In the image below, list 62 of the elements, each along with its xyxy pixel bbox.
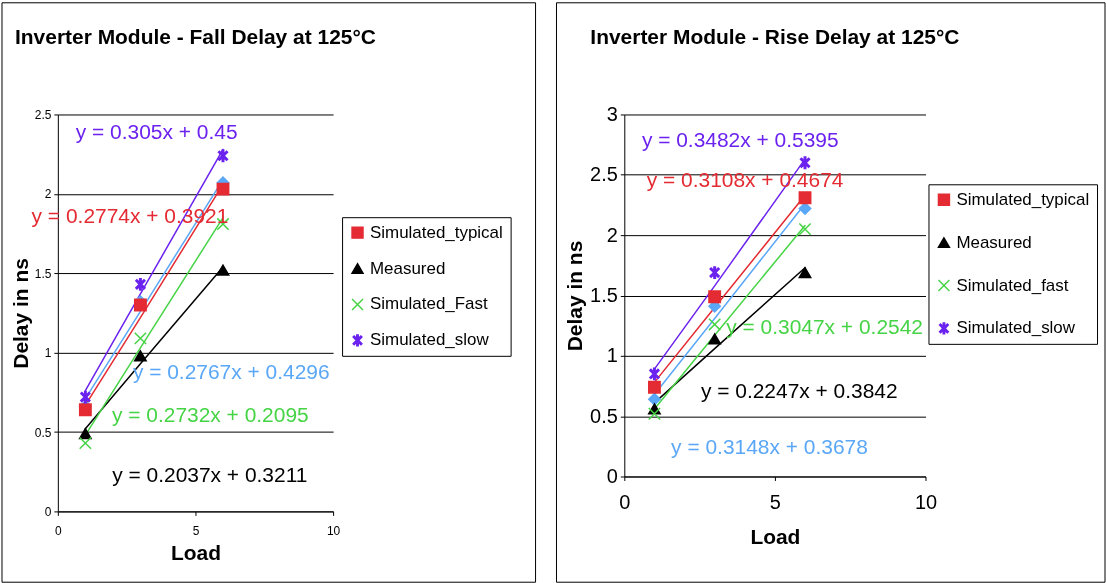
- point: [798, 202, 812, 216]
- point: [216, 264, 230, 276]
- chart-title: Inverter Module - Rise Delay at 125°C: [590, 25, 960, 49]
- y-tick-label: 0: [606, 464, 618, 487]
- x-tick-label: 10: [326, 523, 341, 538]
- point: [708, 333, 722, 345]
- chart-title: Inverter Module - Fall Delay at 125°C: [15, 25, 376, 49]
- point: [135, 277, 146, 291]
- y-tick-label: 3: [606, 102, 618, 125]
- point: [133, 331, 147, 345]
- x-axis-title: Load: [170, 540, 221, 564]
- legend-label: Simulated_Fast: [370, 294, 488, 314]
- y-tick-label: 2.5: [590, 163, 618, 186]
- annotation: y = 0.305x + 0.45: [75, 120, 238, 144]
- point: [133, 350, 147, 362]
- y-tick-label: 1.5: [34, 266, 52, 281]
- legend-label: Simulated_slow: [370, 330, 490, 350]
- point: [708, 290, 722, 304]
- annotation: y = 0.2247x + 0.3842: [700, 379, 898, 403]
- y-tick-label: 0.5: [34, 425, 52, 440]
- x-axis-title: Load: [750, 524, 801, 548]
- annotation: y = 0.3047x + 0.2542: [726, 314, 923, 338]
- legend-label: Measured: [956, 232, 1032, 252]
- point: [649, 367, 660, 381]
- point: [80, 390, 91, 404]
- point: [217, 149, 229, 163]
- y-tick-label: 1: [606, 344, 618, 367]
- y-tick-label: 0.5: [590, 404, 618, 427]
- point: [799, 156, 811, 170]
- y-axis-title: Delay in ns: [563, 240, 587, 352]
- legend-label: Simulated_fast: [956, 275, 1069, 295]
- legend-label: Simulated_slow: [956, 318, 1076, 338]
- x-tick-label: 5: [769, 490, 781, 513]
- point: [798, 266, 812, 279]
- y-tick-label: 2.5: [34, 107, 52, 122]
- x-tick-label: 10: [914, 490, 938, 513]
- point: [647, 380, 661, 394]
- legend-label: Simulated_typical: [370, 222, 503, 242]
- point: [78, 436, 92, 450]
- point: [798, 222, 812, 236]
- point: [647, 392, 661, 406]
- annotation: y = 0.2732x + 0.2095: [111, 402, 309, 426]
- legend-label: Simulated_typical: [956, 189, 1090, 209]
- annotation: y = 0.2037x + 0.3211: [112, 463, 308, 487]
- y-tick-label: 2: [606, 223, 618, 246]
- legend-label: Measured: [370, 258, 446, 278]
- x-tick-label: 5: [192, 523, 200, 538]
- annotation: y = 0.3148x + 0.3678: [671, 435, 868, 459]
- x-tick-label: 0: [55, 523, 63, 538]
- y-axis-title: Delay in ns: [8, 258, 32, 369]
- y-tick-label: 2: [44, 187, 52, 202]
- point: [709, 266, 720, 279]
- point: [78, 427, 92, 440]
- point: [78, 403, 92, 417]
- point: [708, 318, 722, 331]
- annotation: y = 0.2767x + 0.4296: [132, 360, 330, 384]
- point: [216, 182, 230, 196]
- point: [647, 407, 661, 421]
- annotation: y = 0.3482x + 0.5395: [641, 127, 839, 151]
- y-tick-label: 1.5: [590, 283, 618, 306]
- point: [798, 191, 812, 205]
- y-tick-label: 1: [44, 346, 52, 361]
